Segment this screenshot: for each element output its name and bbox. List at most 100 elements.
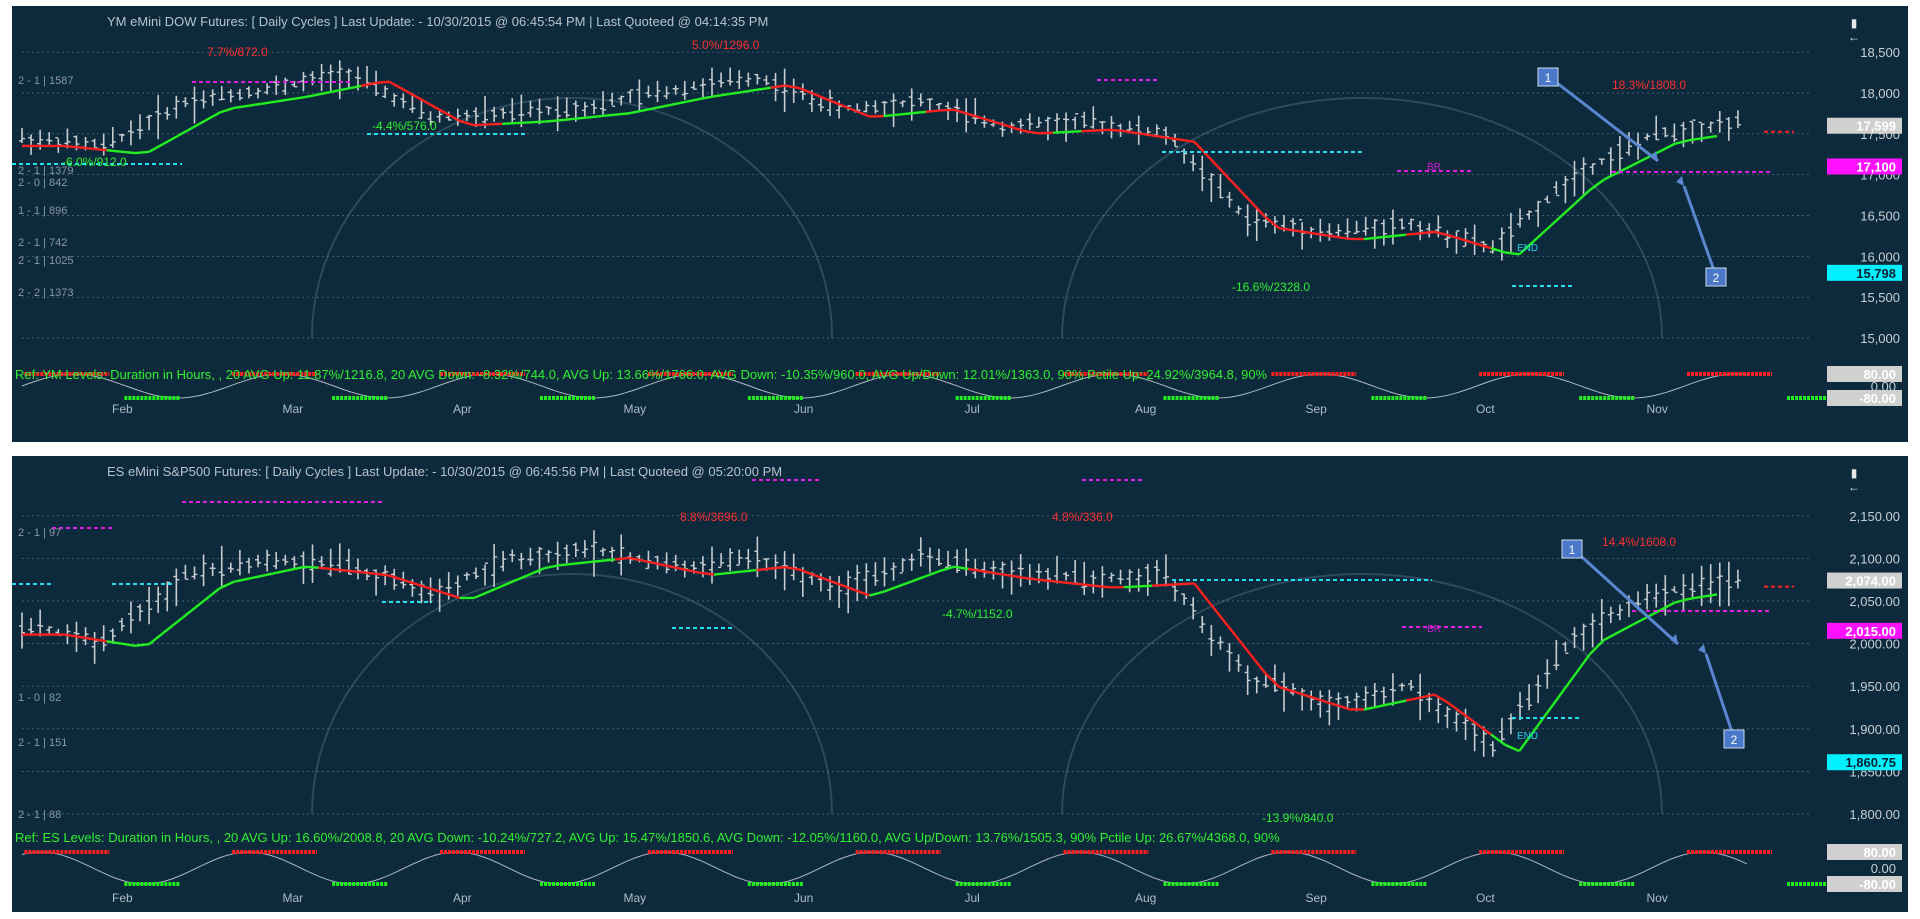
cycle-line-segment (544, 564, 559, 570)
es-chart-canvas[interactable]: 2,150.00 2,100.00 2,050.00 2,000.00 1,950.00… (12, 456, 1908, 912)
cycle-line-segment (996, 121, 1012, 129)
cycle-line-segment (1617, 623, 1633, 634)
cycle-line-segment (968, 112, 983, 120)
cycle-line-segment (1546, 214, 1563, 230)
cycle-line-segment (1574, 189, 1591, 204)
month-label: May (624, 891, 647, 905)
ym-chart-panel[interactable]: 18,500 18,000 17,500 17,000 16,500 16,000 15,5… (12, 6, 1908, 442)
cycle-line-segment (346, 569, 362, 574)
callout-number: 2 (1731, 733, 1738, 747)
move-annotation: 14.4%/1608.0 (1602, 535, 1676, 549)
osc-upper-badge: 80.00 (1863, 845, 1896, 860)
last-price-badge: 17,599 (1856, 119, 1896, 134)
cycle-line-segment (1235, 186, 1252, 203)
cycle-line-segment (402, 88, 419, 99)
ym-panel-menu-icon[interactable]: ▮ ← (1848, 16, 1860, 44)
y-tick-label: 15,500 (1860, 290, 1900, 305)
cycle-line-segment (1235, 636, 1252, 656)
es-panel-menu-icon[interactable]: ▮ ← (1848, 466, 1860, 494)
cycle-line-segment (78, 635, 93, 641)
move-annotation: -13.9%/840.0 (1262, 811, 1334, 825)
month-label: Jul (965, 402, 980, 416)
month-label: May (624, 402, 647, 416)
month-label: Mar (283, 402, 304, 416)
cycle-line-segment (219, 106, 235, 114)
cycle-line-segment (883, 585, 899, 593)
cycle-line-segment (1053, 130, 1068, 134)
cycle-line-segment (869, 590, 884, 597)
cycle-line-segment (586, 114, 602, 119)
y-tick-label: 18,500 (1860, 45, 1900, 60)
cycle-line-segment (854, 589, 870, 597)
cycle-line-segment (911, 574, 927, 583)
cycle-line-segment (713, 92, 729, 98)
cycle-line-segment (64, 633, 79, 638)
callout-arrowhead (1676, 176, 1684, 186)
cycle-line-segment (176, 127, 193, 138)
cycle-line-segment (1052, 580, 1068, 585)
cycle-line-segment (883, 113, 898, 118)
month-label: Sep (1306, 891, 1328, 905)
cycle-line-segment (290, 96, 305, 101)
cycle-line-segment (1335, 703, 1351, 711)
cycle-line-segment (1560, 201, 1577, 217)
cyan-level-badge: 15,798 (1856, 266, 1896, 281)
callout-arrow (1570, 546, 1680, 646)
cycle-line-segment (770, 565, 785, 570)
cycle-line-segment (1307, 694, 1322, 702)
move-annotation: 18.3%/1808.0 (1612, 78, 1686, 92)
cycle-line-segment (1702, 593, 1718, 598)
cycle-line-segment (911, 110, 927, 115)
ym-chart-title: YM eMini DOW Futures: [ Daily Cycles ] L… (107, 14, 769, 29)
cycle-line-segment (304, 565, 319, 569)
cycle-line-segment (1193, 582, 1210, 603)
cycle-line-segment (403, 578, 418, 586)
cycle-line-segment (346, 84, 362, 90)
cycle-line-segment (1363, 236, 1379, 241)
cycle-line-segment (615, 556, 630, 561)
cycle-line-segment (756, 567, 771, 572)
cycle-line-segment (671, 100, 687, 106)
cycle-line-segment (1406, 696, 1421, 702)
cycle-line-segment (1166, 583, 1181, 587)
move-annotation: -4.4%/576.0 (372, 119, 437, 133)
cyan-level-badge-bg (1827, 754, 1902, 771)
cycle-line-segment (982, 117, 997, 124)
cycle-line-segment (1476, 723, 1492, 736)
cycle-line-segment (417, 583, 432, 591)
cycle-line-segment (1490, 733, 1506, 746)
cycle-line-segment (600, 558, 616, 563)
magenta-level-badge: 17,100 (1856, 160, 1896, 175)
y-tick-label: 2,100.00 (1849, 551, 1900, 566)
cycle-line-segment (1589, 639, 1605, 656)
cycle-line-segment (586, 559, 602, 564)
side-count-label: 1 - 1 | 896 (18, 205, 67, 217)
cycle-line-segment (261, 571, 277, 577)
es-chart-panel[interactable]: 2,150.00 2,100.00 2,050.00 2,000.00 1,950.00… (12, 456, 1908, 912)
cycle-line-segment (812, 92, 828, 101)
osc-zero-label: 0.00 (1871, 861, 1896, 876)
cycle-line-segment (728, 570, 743, 575)
ym-chart-canvas[interactable]: 18,50018,00017,50017,00016,50016,00015,5… (12, 6, 1908, 442)
cycle-line-segment (996, 572, 1011, 577)
cycle-line-segment (1659, 601, 1676, 612)
cycle-line-segment (1010, 125, 1026, 133)
cycle-line-segment (148, 632, 164, 646)
cycle-line-segment (1504, 251, 1520, 256)
cycle-line-segment (120, 642, 136, 647)
cycle-line-segment (530, 120, 545, 124)
cycle-line-segment (162, 135, 178, 146)
move-annotation: END (1517, 731, 1538, 742)
cycle-line-segment (261, 100, 277, 105)
cycle-line-segment (968, 567, 983, 573)
side-count-label: 2 - 1 | 88 (18, 809, 61, 821)
cycle-line-segment (134, 642, 150, 647)
cycle-line-segment (1674, 597, 1690, 604)
cycle-line-segment (1293, 229, 1308, 234)
y-tick-label: 16,000 (1860, 249, 1900, 264)
watermark-arc (1061, 97, 1663, 339)
month-label: Nov (1647, 402, 1668, 416)
cycle-line-segment (1249, 654, 1266, 674)
cycle-line-segment (558, 562, 574, 567)
cycle-line-segment (1180, 138, 1195, 144)
